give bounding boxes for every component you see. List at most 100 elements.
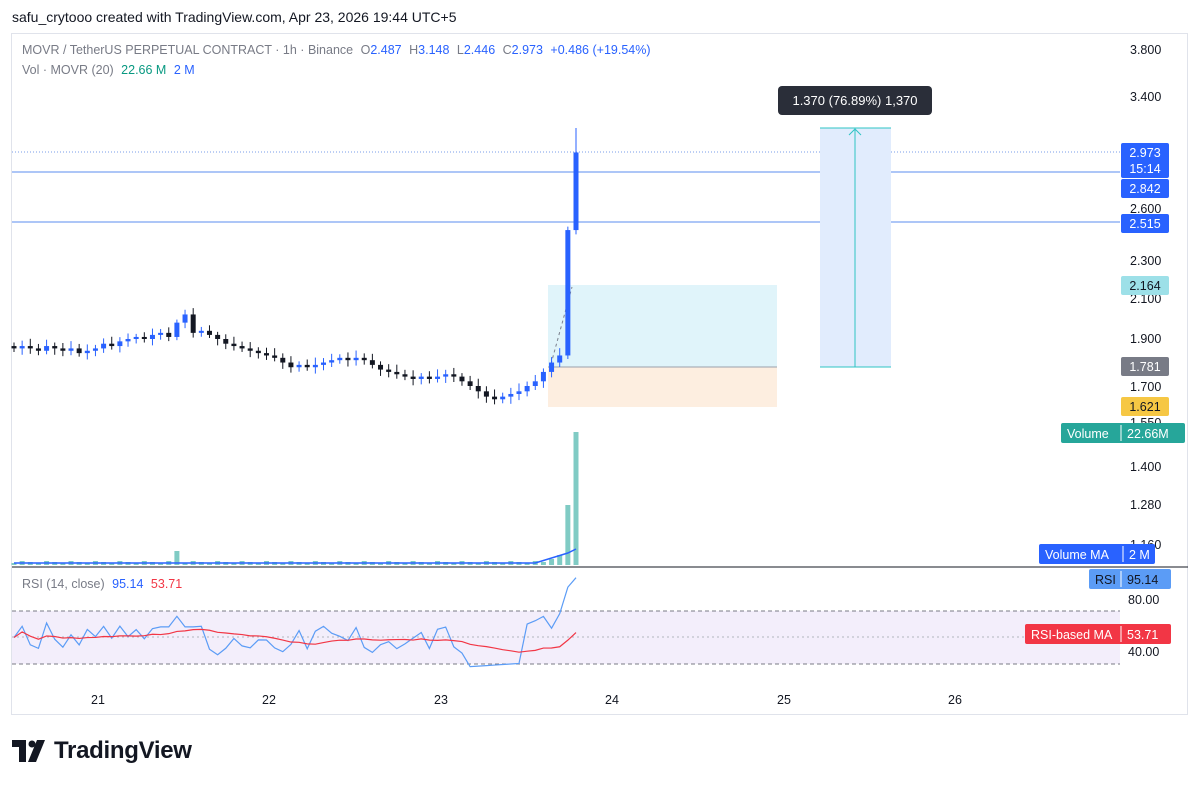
- ohlc-close: C2.973: [502, 43, 543, 57]
- candle-body: [206, 330, 212, 335]
- candle-body: [19, 346, 25, 349]
- rsi-tick: 80.00: [1128, 593, 1159, 607]
- candle-body: [402, 374, 408, 377]
- volume-bar: [84, 563, 90, 565]
- candle-body: [101, 343, 107, 349]
- candle-body: [418, 376, 424, 379]
- entry-price-label: 1.781: [1121, 357, 1169, 376]
- rsi-ma-legend-value: 53.71: [150, 577, 183, 591]
- candle-body: [443, 374, 449, 377]
- candle-body: [451, 374, 457, 377]
- ohlc-high: H3.148: [409, 43, 450, 57]
- volume-ma-axis-value: 2 M: [1129, 548, 1150, 562]
- time-axis[interactable]: 21 22 23 24 25 26: [91, 693, 962, 707]
- candle-body: [532, 381, 538, 386]
- volume-bar: [524, 563, 530, 565]
- price-tick: 1.400: [1130, 460, 1161, 474]
- candle-body: [35, 348, 41, 351]
- rsi-legend-title[interactable]: RSI (14, close): [22, 577, 105, 591]
- time-tick: 21: [91, 693, 105, 707]
- volume-bar: [133, 563, 139, 565]
- volume-bar: [475, 563, 481, 565]
- candle-body: [141, 336, 147, 339]
- candle-body: [467, 381, 473, 386]
- volume-bar: [206, 563, 212, 565]
- candle-body: [84, 350, 90, 354]
- price-tick: 2.300: [1130, 254, 1161, 268]
- symbol-title[interactable]: MOVR / TetherUS PERPETUAL CONTRACT · 1h …: [22, 43, 354, 57]
- price-tick: 1.900: [1130, 332, 1161, 346]
- volume-legend-title[interactable]: Vol · MOVR (20): [22, 63, 114, 77]
- candle-body: [239, 346, 245, 349]
- volume-legend: Vol · MOVR (20) 22.66 M 2 M: [22, 63, 199, 77]
- candle-body: [158, 332, 164, 335]
- rsi-ma-axis-name: RSI-based MA: [1031, 628, 1113, 642]
- volume-bar: [280, 563, 286, 565]
- level-mid-label: 2.515: [1121, 214, 1169, 233]
- candle-body: [321, 362, 327, 365]
- tradingview-logo[interactable]: TradingView: [12, 737, 192, 765]
- candle-body: [215, 334, 221, 339]
- level-high-value: 2.842: [1129, 182, 1160, 196]
- stop-price-label: 1.621: [1121, 397, 1169, 416]
- candles[interactable]: [11, 128, 579, 405]
- candle-body: [573, 152, 579, 231]
- candle-body: [337, 357, 343, 361]
- candle-body: [27, 346, 33, 349]
- candle-body: [475, 386, 481, 392]
- candle-body: [394, 371, 400, 375]
- candle-body: [133, 336, 139, 339]
- candle-body: [296, 364, 302, 368]
- volume-ma-axis-label: Volume MA 2 M: [1039, 544, 1155, 564]
- candle-body: [255, 350, 261, 354]
- measure-tooltip: 1.370 (76.89%) 1,370: [778, 86, 932, 115]
- rsi-lines: [13, 577, 577, 668]
- volume-bar: [60, 563, 66, 565]
- candle-body: [11, 346, 17, 349]
- volume-bar: [182, 563, 188, 565]
- candle-body: [312, 364, 318, 368]
- volume-axis-label: Volume 22.66M: [1061, 423, 1185, 443]
- volume-bar: [35, 563, 41, 565]
- volume-bar: [304, 563, 310, 565]
- stop-price-value: 1.621: [1129, 400, 1160, 414]
- bar-countdown: 15:14: [1129, 162, 1160, 176]
- candle-body: [231, 343, 237, 347]
- attribution-text: safu_crytooo created with TradingView.co…: [12, 9, 457, 25]
- measure-tooltip-text: 1.370 (76.89%) 1,370: [792, 93, 917, 108]
- candle-body: [60, 348, 66, 351]
- level-high-label: 2.842: [1121, 179, 1169, 198]
- target-zone[interactable]: [548, 285, 777, 367]
- volume-bar: [549, 559, 555, 565]
- rsi-ma-axis-value: 53.71: [1127, 628, 1158, 642]
- time-tick: 24: [605, 693, 619, 707]
- rsi-legend: RSI (14, close) 95.14 53.71: [22, 577, 186, 591]
- volume-bar: [329, 563, 335, 565]
- candle-body: [44, 346, 50, 351]
- price-tick: 2.100: [1130, 292, 1161, 306]
- candle-body: [410, 376, 416, 379]
- rsi-axis-label: RSI 95.14: [1089, 569, 1171, 589]
- rsi-tick: 40.00: [1128, 645, 1159, 659]
- volume-axis-name: Volume: [1067, 427, 1109, 441]
- price-axis[interactable]: 3.800 3.400 2.600 2.300 2.100 1.900 1.70…: [1130, 43, 1161, 552]
- rsi-axis-name: RSI: [1095, 573, 1116, 587]
- candle-body: [182, 314, 188, 323]
- volume-bar: [174, 551, 180, 565]
- volume-bar: [451, 563, 457, 565]
- candle-body: [565, 230, 571, 356]
- time-tick: 22: [262, 693, 276, 707]
- last-price-value: 2.973: [1129, 146, 1160, 160]
- candle-body: [174, 322, 180, 337]
- stop-zone[interactable]: [548, 367, 777, 407]
- rsi-legend-value: 95.14: [112, 577, 144, 591]
- volume-ma-line: [14, 548, 577, 564]
- rsi-band: [12, 611, 1120, 664]
- volume-bar: [500, 563, 506, 565]
- rsi-ma-line: [13, 628, 577, 653]
- volume-bar: [573, 432, 579, 565]
- time-tick: 23: [434, 693, 448, 707]
- candle-body: [76, 348, 82, 354]
- rsi-axis[interactable]: 80.00 40.00: [1128, 593, 1159, 659]
